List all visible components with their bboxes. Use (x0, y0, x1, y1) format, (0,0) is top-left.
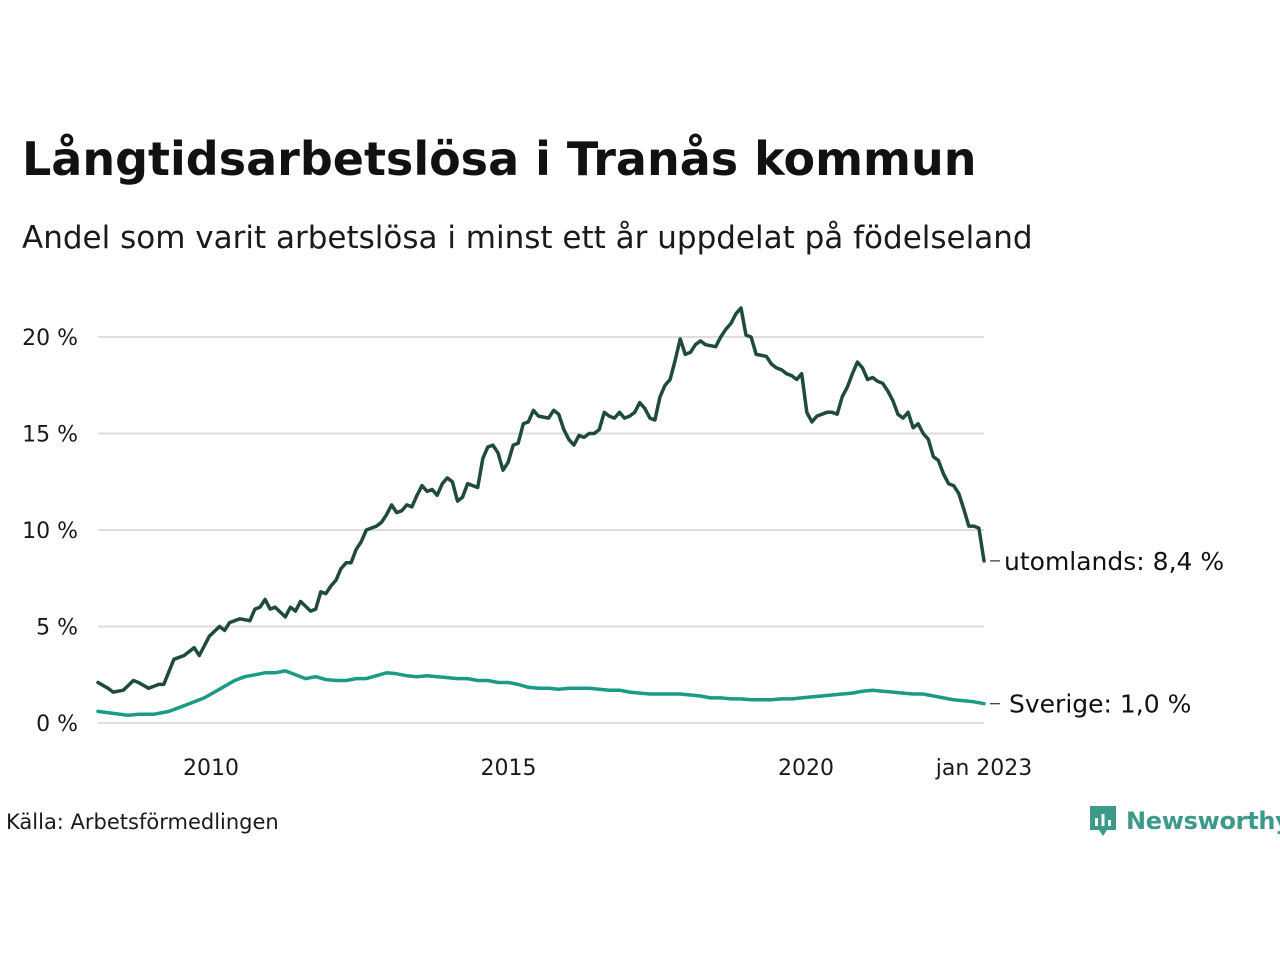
x-tick-label-0: 2010 (183, 756, 239, 781)
x-tick-label-1: 2015 (481, 756, 537, 781)
end-label-utomlands: utomlands: 8,4 % (1004, 547, 1224, 576)
series-lines (96, 306, 986, 718)
chart-title: Långtidsarbetslösa i Tranås kommun (22, 132, 977, 186)
end-label-sverige: Sverige: 1,0 % (1009, 690, 1191, 719)
brand-logo: Newsworthy (1088, 804, 1280, 838)
series-line-sverige (96, 669, 986, 718)
y-axis-ticks: 0 % 5 % 10 % 15 % 20 % (22, 326, 78, 737)
series-line-utomlands (96, 306, 986, 694)
chart-subtitle: Andel som varit arbetslösa i minst ett å… (22, 220, 1033, 256)
y-tick-label-0: 0 % (36, 712, 78, 737)
y-tick-label-3: 15 % (22, 423, 78, 448)
x-tick-label-3: jan 2023 (935, 756, 1033, 781)
y-tick-label-2: 10 % (22, 519, 78, 544)
grid-lines (98, 336, 984, 724)
x-tick-label-2: 2020 (778, 756, 834, 781)
brand-name: Newsworthy (1126, 807, 1280, 835)
series-end-labels: utomlands: 8,4 % Sverige: 1,0 % (990, 547, 1224, 719)
source-note: Källa: Arbetsförmedlingen (6, 810, 279, 834)
y-tick-label-1: 5 % (36, 616, 78, 641)
y-tick-label-4: 20 % (22, 326, 78, 351)
newsworthy-logo-icon (1090, 806, 1116, 836)
x-axis-ticks: 2010 2015 2020 jan 2023 (183, 756, 1032, 781)
